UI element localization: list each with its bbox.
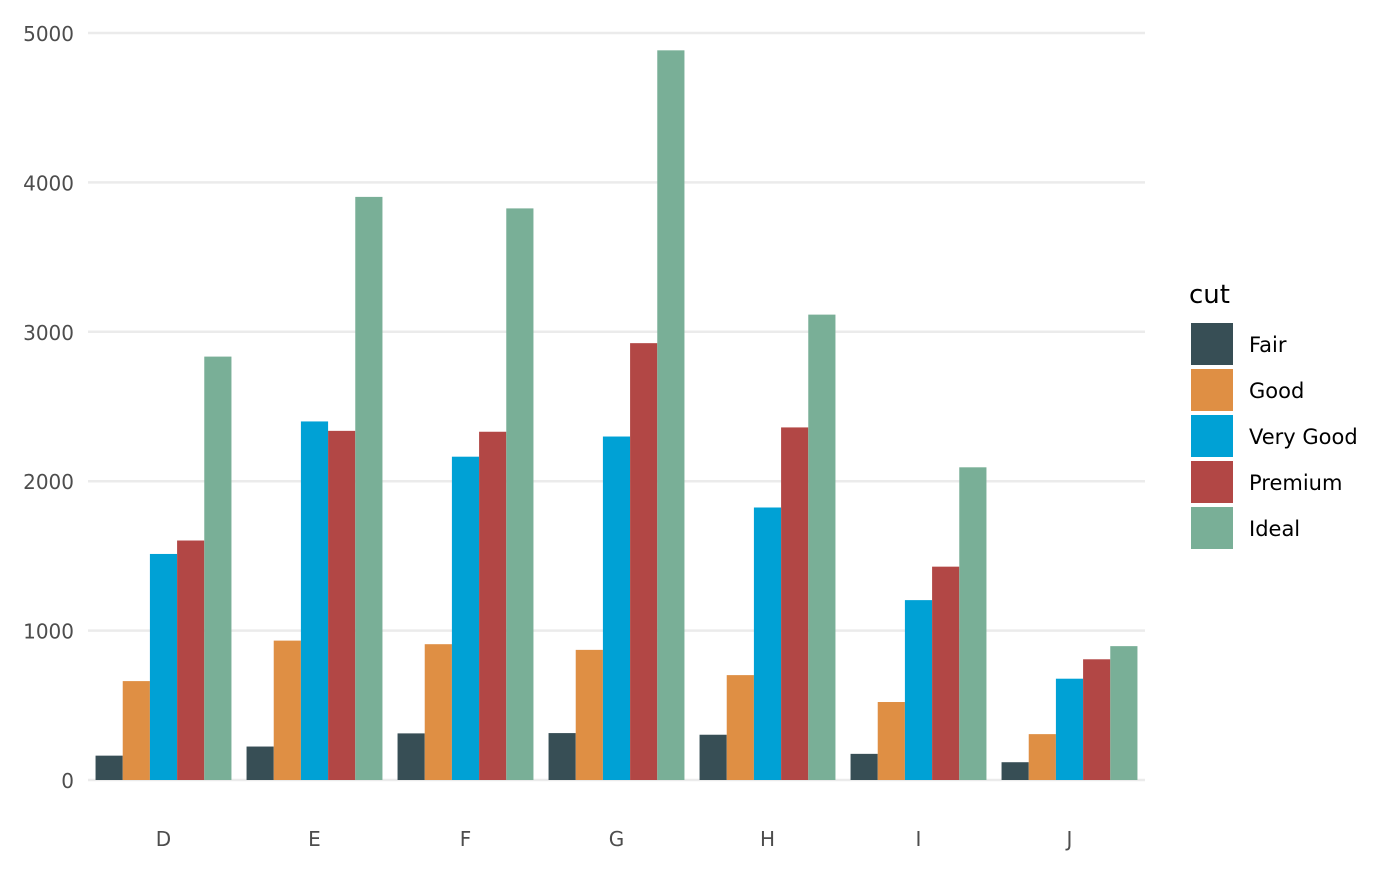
legend-label: Ideal [1249,517,1300,541]
legend: cut Fair Good Very Good Premium Ideal [1189,280,1358,549]
bar-D-ideal [204,356,232,780]
bar-I-good [877,702,905,780]
bar-G-premium [630,343,658,780]
legend-key-very-good [1191,415,1233,457]
bar-G-fair [548,733,576,780]
bar-I-fair [850,753,878,780]
bars [95,50,1138,781]
x-tick-label: D [156,827,171,851]
bar-G-good [575,649,603,780]
bar-E-good [273,640,301,780]
bar-J-good [1028,734,1056,780]
bar-H-fair [699,734,727,780]
bar-F-ideal [506,208,534,780]
x-axis-tick-labels: D E F G H I J [156,827,1073,851]
bar-H-good [726,675,754,780]
legend-label: Very Good [1249,425,1358,449]
bar-I-ideal [959,467,987,780]
legend-title: cut [1189,280,1230,310]
x-tick-label: I [916,827,922,851]
x-tick-label: H [760,827,775,851]
bar-D-very-good [149,553,178,780]
legend-label: Fair [1249,333,1287,357]
legend-label: Premium [1249,471,1342,495]
bar-F-fair [397,733,425,780]
bar-H-very-good [753,507,782,780]
x-tick-label: E [308,827,321,851]
x-tick-label: F [460,827,472,851]
bar-D-fair [95,755,123,780]
bar-F-premium [479,431,507,780]
bar-F-very-good [451,456,480,780]
x-tick-label: J [1065,827,1073,851]
y-tick-label: 3000 [23,321,74,345]
x-tick-label: G [609,827,625,851]
bar-D-premium [177,540,205,780]
bar-D-good [122,681,150,780]
legend-key-ideal [1191,507,1233,549]
bar-F-good [424,644,452,780]
bar-J-very-good [1055,678,1084,780]
bar-E-fair [246,746,274,780]
bar-E-premium [328,430,356,780]
bar-J-fair [1001,762,1029,780]
y-tick-label: 5000 [23,22,74,46]
legend-key-good [1191,369,1233,411]
legend-key-premium [1191,461,1233,503]
bar-H-premium [781,427,809,780]
bar-J-premium [1083,659,1111,780]
bar-J-ideal [1110,646,1138,780]
legend-label: Good [1249,379,1304,403]
y-tick-label: 4000 [23,171,74,195]
bar-G-very-good [602,436,631,780]
y-tick-label: 2000 [23,470,74,494]
y-tick-label: 0 [61,769,74,793]
bar-I-very-good [904,600,933,780]
bar-E-very-good [300,421,329,780]
legend-key-fair [1191,323,1233,365]
bar-I-premium [932,566,960,780]
y-tick-label: 1000 [23,620,74,644]
bar-H-ideal [808,314,836,780]
y-axis-tick-labels: 0 1000 2000 3000 4000 5000 [23,22,74,793]
bar-G-ideal [657,50,685,781]
bar-E-ideal [355,196,383,781]
